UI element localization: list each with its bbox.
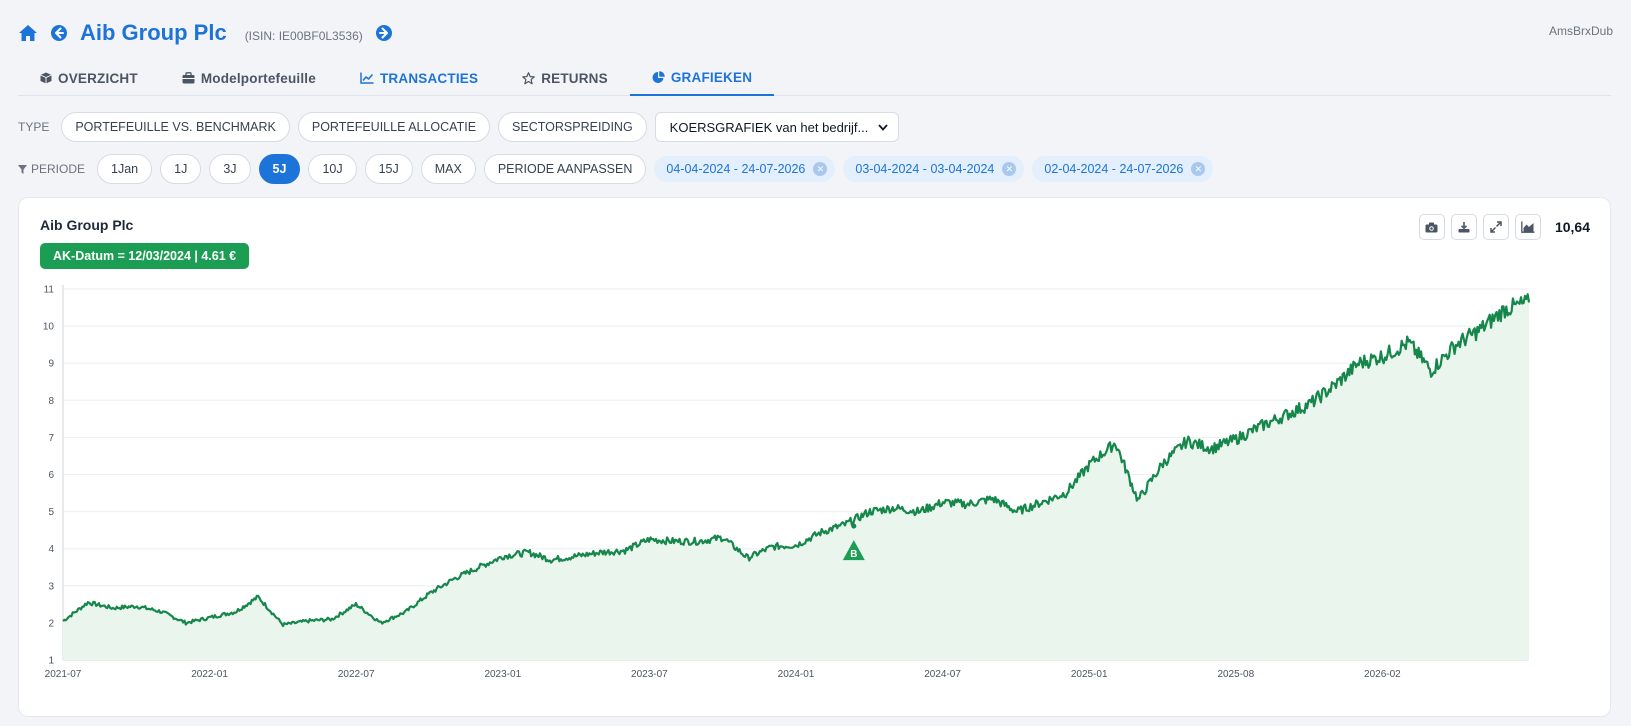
price-area (63, 294, 1529, 660)
type-label: TYPE (18, 120, 50, 134)
type-row: TYPE PORTEFEUILLE VS. BENCHMARK PORTEFEU… (18, 112, 900, 142)
chart-card: 1 2 3 4 5 6 7 8 9 10 11 2021-07 2022-01 2022-07 2023-0… (18, 197, 1611, 717)
buy-marker (842, 540, 865, 561)
y-tick-label: 8 (48, 396, 54, 407)
line-chart-icon (360, 72, 374, 84)
area-chart-button[interactable] (1514, 214, 1541, 240)
chart-toolbar: 10,64 (1418, 214, 1590, 240)
period-1jan-button[interactable]: 1Jan (97, 154, 153, 184)
price-line (62, 293, 1531, 628)
x-tick-label: 2026-02 (1364, 669, 1401, 680)
y-tick-label: 3 (48, 581, 54, 592)
y-tick-label: 11 (44, 285, 55, 296)
period-1j-button[interactable]: 1J (160, 154, 202, 184)
x-tick-label: 2024-01 (778, 669, 815, 680)
x-tick-label: 2023-01 (484, 669, 521, 680)
box-icon (40, 72, 52, 84)
page-title: Aib Group Plc (80, 20, 227, 45)
filter-icon (18, 164, 27, 174)
y-tick-label: 2 (48, 618, 54, 629)
y-tick-label: 9 (48, 359, 54, 370)
home-icon[interactable] (18, 24, 38, 42)
download-icon (1458, 222, 1470, 233)
period-aanpassen-button[interactable]: PERIODE AANPASSEN (483, 154, 647, 184)
x-tick-label: 2022-07 (338, 669, 375, 680)
close-icon[interactable]: ✕ (1002, 162, 1017, 176)
period-10j-button[interactable]: 10J (308, 154, 357, 184)
expand-button[interactable] (1482, 214, 1509, 240)
period-max-button[interactable]: MAX (420, 154, 476, 184)
buy-marker-label: B (850, 549, 857, 560)
y-tick-label: 10 (43, 322, 55, 333)
chart-title: Aib Group Plc (40, 217, 134, 233)
x-tick-label: 2024-07 (924, 669, 961, 680)
ak-datum-badge: AK-Datum = 12/03/2024 | 4.61 € (40, 243, 250, 269)
y-tick-label: 6 (48, 470, 54, 481)
x-tick-label: 2025-08 (1217, 669, 1254, 680)
period-label: PERIODE (18, 162, 85, 176)
main-tabs: OVERZICHT Modelportefeuille TRANSACTIES … (18, 60, 1611, 96)
close-icon[interactable]: ✕ (813, 162, 828, 176)
x-tick-label: 2025-01 (1071, 669, 1108, 680)
period-chip: 03-04-2024 - 03-04-2024 ✕ (843, 156, 1025, 182)
y-tick-label: 4 (48, 544, 54, 555)
tab-overzicht[interactable]: OVERZICHT (18, 60, 160, 96)
arrow-right-circle-icon[interactable] (375, 24, 393, 42)
last-value: 10,64 (1554, 219, 1590, 235)
period-chip: 02-04-2024 - 24-07-2026 ✕ (1032, 156, 1214, 182)
x-tick-label: 2022-01 (191, 669, 228, 680)
chevron-down-icon (878, 123, 889, 131)
tab-grafieken[interactable]: GRAFIEKEN (629, 60, 775, 96)
expand-icon (1490, 221, 1502, 233)
period-row: PERIODE 1Jan 1J 3J 5J 10J 15J MAX PERIOD… (18, 154, 1214, 184)
portefeuille-allocatie-button[interactable]: PORTEFEUILLE ALLOCATIE (297, 112, 491, 142)
x-tick-label: 2021-07 (45, 669, 82, 680)
y-tick-label: 5 (48, 507, 54, 518)
star-icon (522, 71, 535, 84)
camera-icon (1425, 222, 1438, 232)
close-icon[interactable]: ✕ (1191, 162, 1206, 176)
x-tick-label: 2023-07 (631, 669, 668, 680)
price-chart: 1 2 3 4 5 6 7 8 9 10 11 2021-07 2022-01 2022-07 2023-0… (43, 285, 1531, 680)
y-tick-label: 7 (48, 433, 54, 444)
camera-button[interactable] (1418, 214, 1445, 240)
tab-modelportefeuille[interactable]: Modelportefeuille (160, 60, 338, 96)
period-5j-button[interactable]: 5J (258, 154, 301, 184)
sectorspreiding-button[interactable]: SECTORSPREIDING (498, 112, 647, 142)
period-chip: 04-04-2024 - 24-07-2026 ✕ (654, 156, 836, 182)
area-chart-icon (1521, 221, 1535, 233)
tab-returns[interactable]: RETURNS (500, 60, 630, 96)
briefcase-icon (182, 72, 195, 84)
page-header: Aib Group Plc (ISIN: IE00BF0L3536) (18, 18, 393, 48)
period-15j-button[interactable]: 15J (364, 154, 413, 184)
period-3j-button[interactable]: 3J (209, 154, 251, 184)
portefeuille-vs-benchmark-button[interactable]: PORTEFEUILLE VS. BENCHMARK (61, 112, 290, 142)
tab-transacties[interactable]: TRANSACTIES (338, 60, 500, 96)
chart-type-select[interactable]: KOERSGRAFIEK van het bedrijf... (654, 112, 900, 142)
y-tick-label: 1 (48, 656, 54, 667)
arrow-left-circle-icon[interactable] (50, 24, 68, 42)
buy-point (851, 523, 857, 529)
pie-chart-icon (652, 70, 665, 83)
isin-label: (ISIN: IE00BF0L3536) (244, 28, 363, 43)
download-button[interactable] (1450, 214, 1477, 240)
account-code: AmsBrxDub (1548, 24, 1613, 38)
